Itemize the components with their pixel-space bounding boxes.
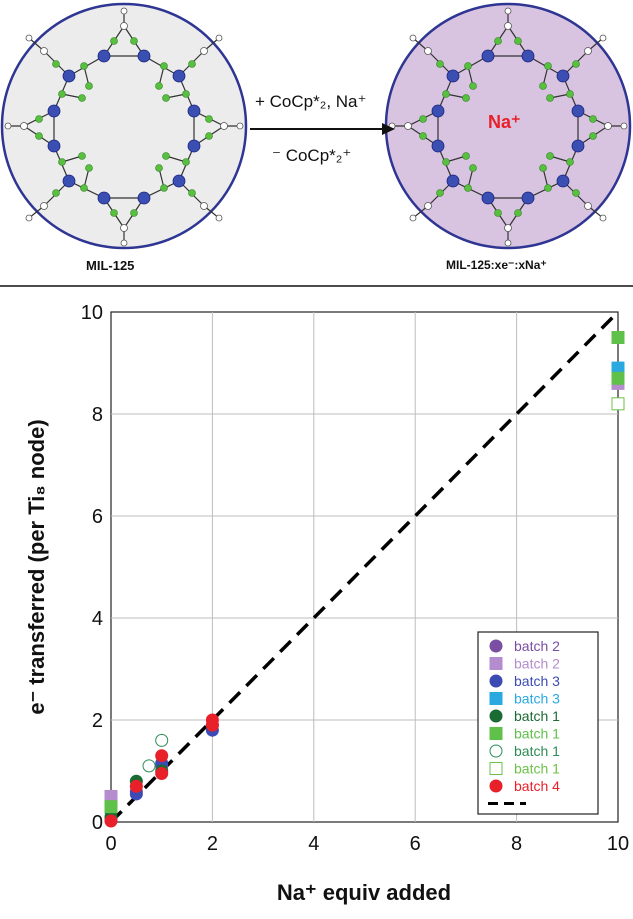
data-points (104, 331, 625, 828)
legend-label: batch 2 (514, 638, 560, 654)
plot-frame (110, 311, 619, 823)
y-tick-label: 6 (92, 506, 103, 528)
data-point-series-8 (205, 713, 219, 727)
legend-marker (489, 709, 503, 723)
x-tick-label: 0 (105, 833, 116, 855)
legend-marker (489, 692, 503, 705)
data-point-series-6 (142, 759, 156, 773)
x-tick-label: 6 (410, 833, 421, 855)
data-point-series-5 (611, 371, 625, 385)
data-point-series-5 (104, 800, 118, 814)
legend-marker (489, 727, 503, 740)
reaction-arrowhead (382, 123, 395, 135)
data-point-series-8 (104, 814, 118, 828)
legend-label: batch 1 (514, 743, 560, 759)
legend-label: batch 1 (514, 761, 560, 777)
chart-area: 0 2 4 6 8 10 0 2 4 6 8 10 batch 2 batch 2 batch 3 batc… (0, 290, 633, 914)
data-point-series-7 (611, 397, 625, 411)
reaction-scheme: + CoCp*₂, Na⁺ ⁻ CoCp*₂⁺ Na⁺ MIL-125 MIL-… (0, 0, 633, 290)
y-tick-label: 4 (92, 608, 103, 630)
legend-label: batch 1 (514, 726, 560, 742)
x-tick-label: 2 (207, 833, 218, 855)
y-tick-label: 8 (92, 404, 103, 426)
y-axis-label: e⁻ transferred (per Ti₈ node) (24, 419, 49, 714)
mil125-sphere (0, 2, 248, 250)
reduced-mil125-caption: MIL-125:xe⁻:xNa⁺ (446, 258, 547, 272)
data-point-series-6 (155, 733, 169, 747)
legend-label: batch 4 (514, 778, 560, 794)
y-tick-label: 2 (92, 710, 103, 732)
data-point-series-8 (155, 767, 169, 781)
data-point-series-5 (611, 331, 625, 344)
mil125-caption: MIL-125 (86, 258, 135, 273)
legend-marker (489, 779, 503, 793)
scheme-svg (0, 2, 633, 287)
na-ion-label: Na⁺ (488, 112, 521, 132)
x-axis-label: Na⁺ equiv added (277, 880, 451, 905)
arrow-top-text: + CoCp*₂, Na⁺ (255, 92, 367, 111)
legend-marker (489, 674, 503, 688)
legend-label: batch 3 (514, 673, 560, 689)
x-tick-label: 8 (511, 833, 522, 855)
x-tick-label: 4 (308, 833, 319, 855)
y-tick-label: 10 (81, 302, 103, 324)
y-tick-label: 0 (92, 812, 103, 834)
legend-label: batch 2 (514, 656, 560, 672)
x-tick-label: 10 (607, 833, 629, 855)
legend-marker (489, 762, 503, 775)
data-point-series-8 (129, 779, 143, 793)
legend-label: batch 1 (514, 708, 560, 724)
legend-marker (489, 639, 503, 653)
arrow-bottom-text: ⁻ CoCp*₂⁺ (272, 146, 352, 165)
legend-marker (489, 657, 503, 670)
tick-labels: 0 2 4 6 8 10 0 2 4 6 8 10 (81, 302, 629, 855)
legend-marker (489, 744, 503, 758)
legend-label: batch 3 (514, 691, 560, 707)
data-point-series-8 (155, 749, 169, 763)
